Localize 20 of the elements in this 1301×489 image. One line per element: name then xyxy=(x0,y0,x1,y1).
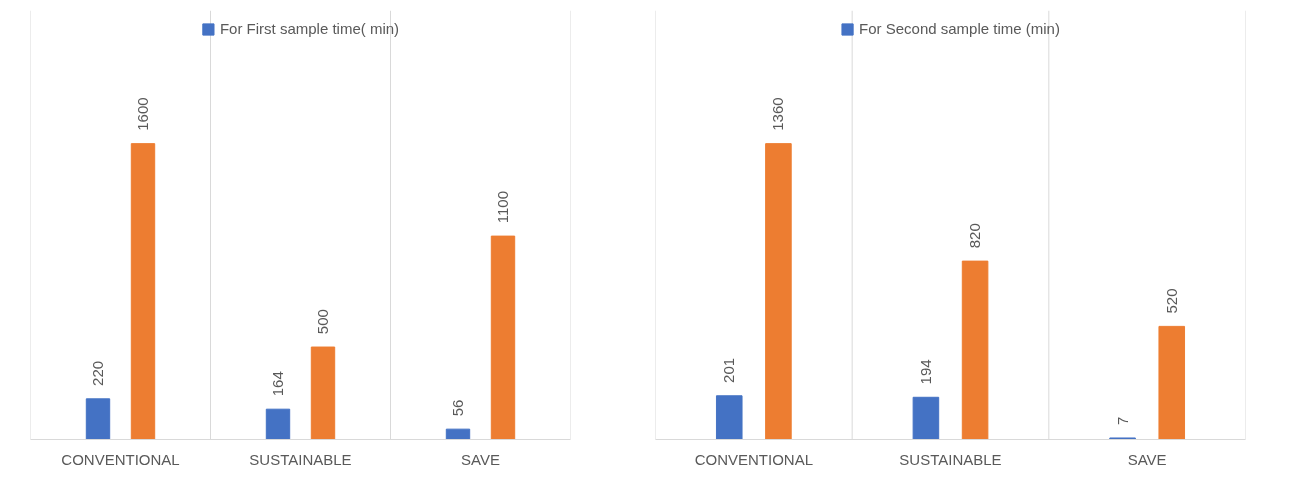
x-tick-label: SUSTAINABLE xyxy=(249,450,352,468)
x-tick-label: SUSTAINABLE xyxy=(899,450,1002,468)
legend-label: For Second sample time (min) xyxy=(859,20,1060,37)
data-label: 7 xyxy=(1113,416,1131,426)
data-label: 520 xyxy=(1162,288,1180,314)
x-tick-label: SAVE xyxy=(461,450,500,468)
x-tick-label: SAVE xyxy=(1127,450,1167,468)
data-label: 1600 xyxy=(134,97,151,131)
data-label: 220 xyxy=(89,360,106,386)
data-label: 820 xyxy=(966,223,984,249)
data-label: 194 xyxy=(916,359,934,385)
data-label: 201 xyxy=(720,357,738,383)
data-label: 164 xyxy=(269,371,286,397)
data-label: 1100 xyxy=(494,190,511,224)
data-label: 500 xyxy=(314,309,331,335)
data-label: 56 xyxy=(449,399,466,417)
x-tick-label: CONVENTIONAL xyxy=(694,450,814,468)
legend-label: For First sample time( min) xyxy=(219,20,400,37)
x-tick-label: CONVENTIONAL xyxy=(61,450,180,468)
data-label: 1360 xyxy=(769,97,787,131)
